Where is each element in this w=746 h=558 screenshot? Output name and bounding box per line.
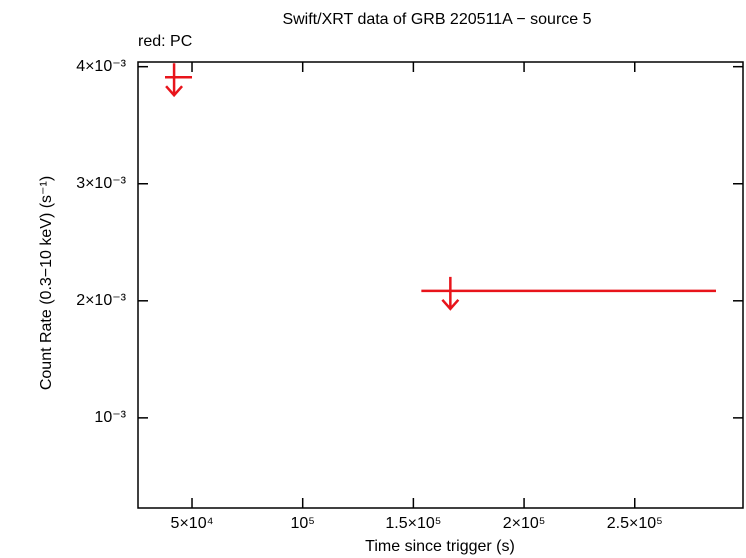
legend-label: red: PC	[138, 33, 192, 50]
x-tick-label: 10⁵	[290, 515, 314, 532]
upper-limit-arrow	[441, 276, 460, 311]
x-tick-label: 2.5×10⁵	[607, 515, 663, 532]
y-tick-label: 3×10⁻³	[76, 175, 126, 192]
y-tick-label: 2×10⁻³	[76, 292, 126, 309]
y-tick-label: 4×10⁻³	[76, 58, 126, 75]
x-tick-label: 5×10⁴	[171, 515, 214, 532]
upper-limit-arrow	[165, 63, 184, 98]
y-axis-label: Count Rate (0.3−10 keV) (s⁻¹)	[38, 176, 55, 390]
x-tick-label: 2×10⁵	[503, 515, 546, 532]
x-tick-label: 1.5×10⁵	[385, 515, 441, 532]
plot-frame	[137, 61, 744, 509]
y-tick-label: 10⁻³	[94, 409, 126, 426]
chart-title: Swift/XRT data of GRB 220511A − source 5	[282, 11, 591, 28]
x-axis-label: Time since trigger (s)	[365, 538, 515, 555]
